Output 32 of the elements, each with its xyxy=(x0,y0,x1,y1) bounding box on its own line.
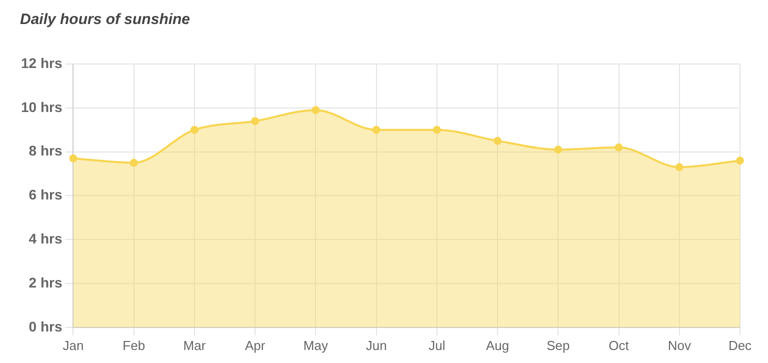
point xyxy=(614,143,623,152)
point xyxy=(190,126,198,134)
x-tick-label: Apr xyxy=(244,338,266,353)
x-tick-label: Mar xyxy=(183,338,206,353)
y-tick-label: 2 hrs xyxy=(28,274,62,290)
point xyxy=(736,156,744,165)
y-tick-label: 12 hrs xyxy=(21,54,62,71)
point xyxy=(130,158,138,167)
x-tick-label: Feb xyxy=(122,338,146,353)
point xyxy=(251,117,260,126)
point xyxy=(312,106,320,114)
x-tick-label: Oct xyxy=(608,338,630,353)
point xyxy=(675,163,684,172)
x-tick-label: Aug xyxy=(486,338,510,353)
point xyxy=(432,126,441,134)
x-tick-label: Jul xyxy=(428,338,446,353)
chart-title: Daily hours of sunshine xyxy=(20,11,190,28)
x-tick-label: Jun xyxy=(366,338,387,353)
y-tick-label: 8 hrs xyxy=(28,142,62,159)
x-tick-label: Nov xyxy=(668,338,692,353)
y-tick-label: 4 hrs xyxy=(28,230,62,246)
point xyxy=(494,136,502,145)
x-tick-label: Sep xyxy=(546,338,570,353)
y-tick-label: 10 hrs xyxy=(21,98,62,115)
y-tick-label: 0 hrs xyxy=(28,318,62,334)
x-tick-label: Dec xyxy=(728,338,752,353)
y-tick-label: 6 hrs xyxy=(28,186,62,203)
point xyxy=(372,126,380,134)
point xyxy=(69,154,78,162)
point xyxy=(554,146,562,154)
x-tick-label: Jan xyxy=(62,338,84,353)
x-tick-label: May xyxy=(303,338,328,353)
